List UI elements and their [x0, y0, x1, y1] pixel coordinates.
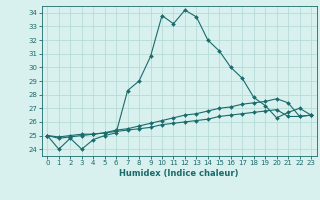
X-axis label: Humidex (Indice chaleur): Humidex (Indice chaleur) — [119, 169, 239, 178]
